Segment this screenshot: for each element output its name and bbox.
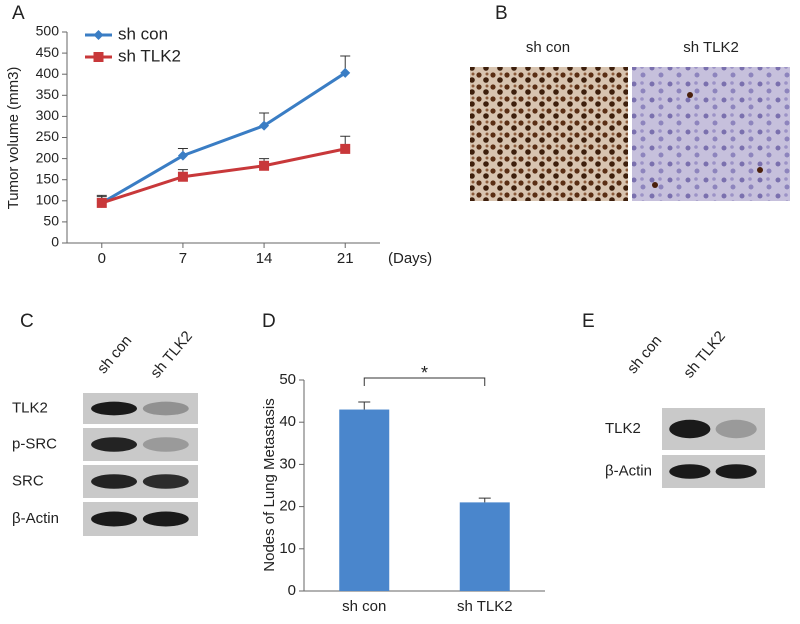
lane-label: sh con [624,332,665,377]
point [96,197,107,208]
column-label: sh con [526,39,570,56]
y-tick-label: 30 [279,455,296,472]
point [177,150,188,161]
y-tick-label: 0 [288,582,296,599]
blot-band [715,419,757,439]
blot-band [669,419,711,439]
lane-label: sh TLK2 [680,328,729,382]
row-label: SRC [12,472,44,489]
y-tick-label: 50 [43,213,59,229]
legend-label: sh con [118,24,168,43]
x-tick-label: sh TLK2 [457,598,513,615]
y-tick-label: 20 [279,498,296,515]
series-line [101,71,347,205]
y-tick-label: 350 [36,86,60,102]
point [340,67,351,78]
lane-label: sh TLK2 [147,328,196,382]
blot-band [91,474,138,489]
blot-band [142,401,189,416]
panel-label: A [12,3,25,24]
panel-label: D [262,311,276,332]
point [259,120,270,131]
column-label: sh TLK2 [683,39,739,56]
bar [459,502,510,591]
bar [339,409,390,591]
y-tick-label: 10 [279,540,296,557]
point [259,160,270,171]
series-line [101,147,346,205]
row-label: p-SRC [12,435,57,452]
x-tick-label: sh con [342,598,386,615]
ihc-cell [757,167,763,173]
blot-band [142,474,189,489]
y-axis-label: Tumor volume (mm3) [5,67,22,210]
error-bar [358,401,371,410]
y-tick-label: 150 [36,170,60,186]
blot-band [715,464,757,479]
y-tick-label: 40 [279,413,296,430]
y-tick-label: 0 [51,234,59,250]
blot-band [91,401,138,416]
row-label: TLK2 [12,399,48,416]
y-tick-label: 300 [36,107,60,123]
x-axis-label: (Days) [388,250,432,267]
error-bar [478,497,491,503]
y-tick-label: 200 [36,149,60,165]
ihc-cell [652,182,658,188]
row-label: β-Actin [605,462,652,479]
ihc-image [632,67,790,201]
legend-label: sh TLK2 [118,46,181,65]
blot-band [142,437,189,452]
ihc-cell [687,92,693,98]
point [177,171,188,182]
legend-marker [93,30,104,40]
legend-marker [93,52,104,62]
blot-band [91,511,138,527]
x-tick-label: 14 [256,250,273,267]
blot-band [669,464,711,479]
y-tick-label: 450 [36,44,60,60]
lane-label: sh con [94,332,135,377]
significance-label: * [421,363,428,383]
blot-band [142,511,189,527]
row-label: β-Actin [12,510,59,527]
blot-band [91,437,138,452]
panel-label: C [20,311,34,332]
ihc-image [470,67,628,201]
y-tick-label: 50 [279,371,296,388]
y-tick-label: 250 [36,128,60,144]
panel-label: E [582,311,595,332]
x-tick-label: 21 [337,250,354,267]
significance-bracket [363,377,486,386]
point [340,143,351,154]
y-tick-label: 500 [36,23,60,39]
y-tick-label: 100 [36,192,60,208]
y-axis-label: Nodes of Lung Metastasis [261,398,278,571]
row-label: TLK2 [605,420,641,437]
x-tick-label: 7 [179,250,187,267]
x-tick-label: 0 [98,250,106,267]
panel-label: B [495,3,508,24]
y-tick-label: 400 [36,65,60,81]
